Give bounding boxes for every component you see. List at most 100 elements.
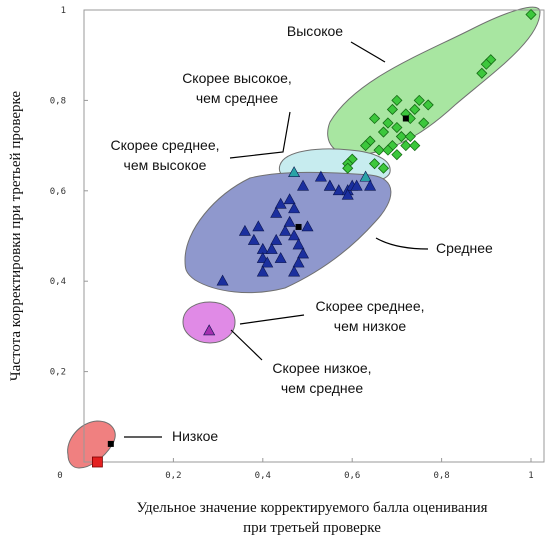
cluster-label-line: чем низкое bbox=[334, 318, 407, 334]
data-point bbox=[256, 265, 269, 277]
data-point bbox=[395, 130, 407, 143]
leader-line bbox=[350, 41, 386, 63]
x-tick-label: 0,2 bbox=[165, 471, 181, 481]
data-point bbox=[288, 202, 301, 214]
cluster-label-line: Высокое bbox=[287, 23, 343, 39]
data-point bbox=[480, 58, 492, 70]
cluster-label: Скорее среднее, чем высокое bbox=[110, 137, 219, 173]
x-tick-label: 0,8 bbox=[433, 471, 449, 481]
data-point bbox=[476, 67, 488, 79]
data-point bbox=[341, 188, 354, 200]
data-points bbox=[92, 8, 537, 468]
data-point bbox=[274, 197, 287, 209]
plot-frame bbox=[83, 9, 545, 463]
y-tick-label: 0,8 bbox=[50, 96, 66, 106]
centroids bbox=[107, 115, 409, 447]
data-point bbox=[252, 220, 265, 232]
data-point bbox=[216, 274, 229, 286]
x-tick-label: 0,4 bbox=[255, 471, 271, 481]
cluster-label: Низкое bbox=[172, 428, 218, 444]
data-point bbox=[265, 242, 278, 254]
cluster-label-line: Низкое bbox=[172, 428, 218, 444]
data-point bbox=[314, 170, 327, 182]
data-point bbox=[368, 112, 381, 125]
cluster-label: Скорее среднее, чем низкое bbox=[315, 298, 424, 334]
data-point bbox=[413, 94, 425, 106]
data-point bbox=[323, 179, 336, 191]
cluster-label: Высокое bbox=[287, 23, 343, 39]
leader-line bbox=[375, 237, 429, 250]
leader-line bbox=[230, 329, 263, 361]
data-point bbox=[297, 247, 310, 259]
data-point bbox=[292, 238, 305, 250]
y-tick-label: 0,4 bbox=[50, 277, 66, 287]
cluster-label-line: чем среднее bbox=[196, 90, 279, 106]
data-point bbox=[350, 179, 363, 191]
data-point bbox=[261, 256, 274, 268]
data-point bbox=[386, 103, 398, 116]
leader-line bbox=[229, 111, 291, 159]
data-point bbox=[391, 121, 403, 134]
data-point bbox=[368, 158, 381, 170]
data-point bbox=[377, 126, 390, 138]
data-point bbox=[409, 103, 421, 116]
data-point bbox=[332, 184, 345, 196]
data-point bbox=[270, 233, 283, 245]
cluster-label: Скорее низкое, чем среднее bbox=[272, 360, 371, 396]
data-point bbox=[301, 220, 314, 232]
y-tick-label: 0,2 bbox=[50, 368, 66, 378]
cluster-label: Скорее высокое, чем среднее bbox=[182, 70, 292, 106]
x-axis-title: Удельное значение корректируемого балла … bbox=[136, 500, 487, 536]
data-point bbox=[377, 162, 390, 174]
cluster-regions bbox=[67, 6, 541, 469]
data-point bbox=[238, 224, 251, 236]
cluster-label-line: Скорее высокое, bbox=[182, 70, 292, 86]
data-point bbox=[247, 233, 260, 245]
data-point bbox=[404, 130, 416, 143]
y-axis-title: Частота корректировки при третьей провер… bbox=[8, 91, 24, 381]
cluster-label-line: Скорее среднее, bbox=[110, 137, 219, 153]
data-point bbox=[292, 256, 305, 268]
y-tick-label: 0,6 bbox=[50, 187, 66, 197]
data-point bbox=[409, 140, 421, 152]
cluster-label-line: чем высокое bbox=[124, 157, 207, 173]
data-point bbox=[288, 265, 301, 277]
cluster-label-line: Скорее среднее, bbox=[315, 298, 424, 314]
data-point bbox=[279, 224, 292, 236]
data-point bbox=[283, 193, 296, 205]
data-point bbox=[288, 229, 301, 241]
axes bbox=[83, 9, 545, 463]
data-point bbox=[525, 8, 537, 21]
annotation-leaders bbox=[124, 41, 429, 438]
axis-ticks: 0,2 0,4 0,6 0,8 1 0,2 0,4 0,6 0,8 1 0 bbox=[50, 6, 534, 481]
data-point bbox=[283, 215, 296, 227]
x-tick-label: 0,6 bbox=[344, 471, 360, 481]
data-point bbox=[422, 99, 434, 111]
data-point bbox=[274, 251, 287, 263]
data-point bbox=[391, 94, 403, 106]
data-point bbox=[288, 166, 301, 178]
cluster-label-line: чем среднее bbox=[281, 380, 364, 396]
centroid-marker bbox=[402, 115, 409, 122]
cluster-region bbox=[182, 301, 236, 344]
data-point bbox=[360, 140, 372, 152]
data-point bbox=[400, 140, 412, 152]
y-tick-label: 1 bbox=[61, 6, 66, 16]
data-point bbox=[364, 179, 377, 191]
data-point bbox=[373, 144, 385, 156]
data-point bbox=[92, 456, 103, 468]
data-point bbox=[297, 179, 310, 191]
data-point bbox=[342, 162, 354, 174]
data-point bbox=[270, 206, 283, 218]
leader-line bbox=[239, 314, 305, 325]
cluster-region bbox=[327, 6, 541, 156]
cluster-label: Среднее bbox=[436, 240, 493, 256]
x-axis-title-line: Удельное значение корректируемого балла … bbox=[136, 500, 487, 516]
cluster-label-line: Скорее низкое, bbox=[272, 360, 371, 376]
data-point bbox=[391, 149, 403, 161]
x-tick-label: 1 bbox=[528, 471, 533, 481]
data-point bbox=[203, 324, 216, 336]
centroid-marker bbox=[107, 440, 114, 447]
